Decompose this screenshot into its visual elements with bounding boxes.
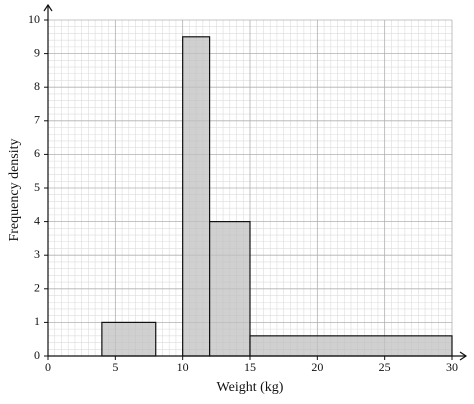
y-tick-label: 6: [34, 146, 40, 160]
y-tick-label: 10: [28, 12, 40, 26]
y-tick-label: 3: [34, 247, 40, 261]
y-tick-label: 9: [34, 45, 40, 59]
bar: [249, 335, 453, 357]
y-tick-label: 1: [34, 314, 40, 328]
y-tick-label: 4: [34, 213, 40, 227]
x-tick-label: 20: [311, 360, 323, 374]
x-tick-label: 25: [379, 360, 391, 374]
y-tick-label: 0: [34, 348, 40, 362]
bar: [209, 221, 251, 357]
bar: [182, 36, 211, 357]
x-tick-label: 0: [45, 360, 51, 374]
y-tick-label: 5: [34, 180, 40, 194]
x-tick-label: 10: [177, 360, 189, 374]
x-axis-arrow: [459, 351, 468, 361]
x-tick-label: 15: [244, 360, 256, 374]
y-tick-label: 8: [34, 79, 40, 93]
x-tick-label: 5: [112, 360, 118, 374]
y-axis-arrow: [43, 3, 53, 12]
y-tick-label: 7: [34, 113, 40, 127]
y-tick-label: 2: [34, 281, 40, 295]
bar: [101, 321, 157, 357]
y-axis-title: Frequency density: [7, 138, 22, 241]
x-tick-label: 30: [446, 360, 458, 374]
x-axis-title: Weight (kg): [217, 380, 284, 395]
